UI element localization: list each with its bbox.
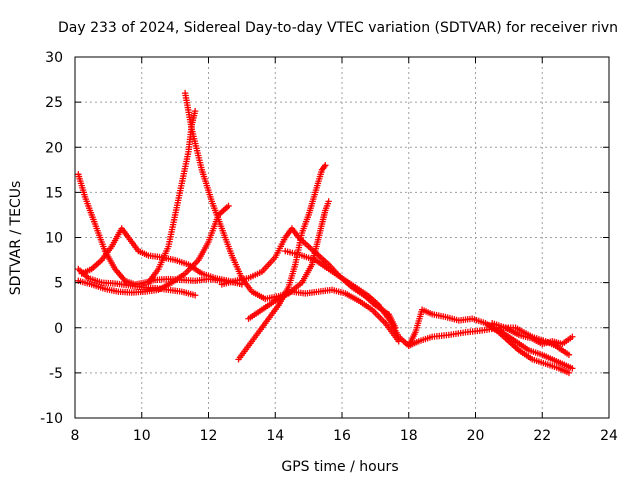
- y-tick-label: 30: [45, 50, 63, 66]
- data-point: [225, 202, 232, 210]
- y-tick-label: 25: [45, 95, 63, 111]
- x-tick-label: 14: [266, 428, 284, 444]
- x-tick-label: 12: [200, 428, 218, 444]
- y-axis-label: SDTVAR / TECUs: [8, 181, 24, 296]
- chart-title: Day 233 of 2024, Sidereal Day-to-day VTE…: [58, 20, 618, 36]
- x-tick-label: 20: [467, 428, 485, 444]
- x-tick-label: 24: [600, 428, 618, 444]
- y-tick-label: 20: [45, 140, 63, 156]
- y-tick-label: -5: [49, 366, 63, 382]
- series-arc-9: [245, 198, 332, 322]
- y-tick-label: -10: [40, 411, 63, 427]
- y-tick-label: 10: [45, 231, 63, 247]
- data-point: [565, 351, 573, 359]
- data-point: [569, 365, 576, 372]
- axis-ticks: 8 10 12 14 16 18 20 22 24 -10 -5 0 5 10 15 20 25 30: [40, 50, 618, 444]
- x-tick-label: 22: [533, 428, 551, 444]
- series-arc-13: [485, 321, 576, 372]
- series-arc-8: [235, 162, 329, 363]
- data-point: [322, 162, 329, 169]
- data-point: [191, 107, 199, 115]
- x-tick-label: 16: [333, 428, 351, 444]
- data-series: [75, 89, 576, 377]
- grid: [75, 57, 609, 418]
- series-arc-12: [488, 320, 576, 348]
- x-axis-label: GPS time / hours: [281, 459, 398, 475]
- y-tick-label: 0: [54, 321, 63, 337]
- data-point: [191, 292, 199, 299]
- y-tick-label: 15: [45, 185, 63, 201]
- data-point: [565, 369, 573, 377]
- y-tick-label: 5: [54, 276, 63, 292]
- data-point: [569, 333, 576, 340]
- series-arc-7: [218, 225, 399, 331]
- series-arc-6: [181, 89, 402, 345]
- x-tick-label: 18: [400, 428, 418, 444]
- x-tick-label: 10: [133, 428, 151, 444]
- data-point: [325, 198, 332, 205]
- x-tick-label: 8: [71, 428, 80, 444]
